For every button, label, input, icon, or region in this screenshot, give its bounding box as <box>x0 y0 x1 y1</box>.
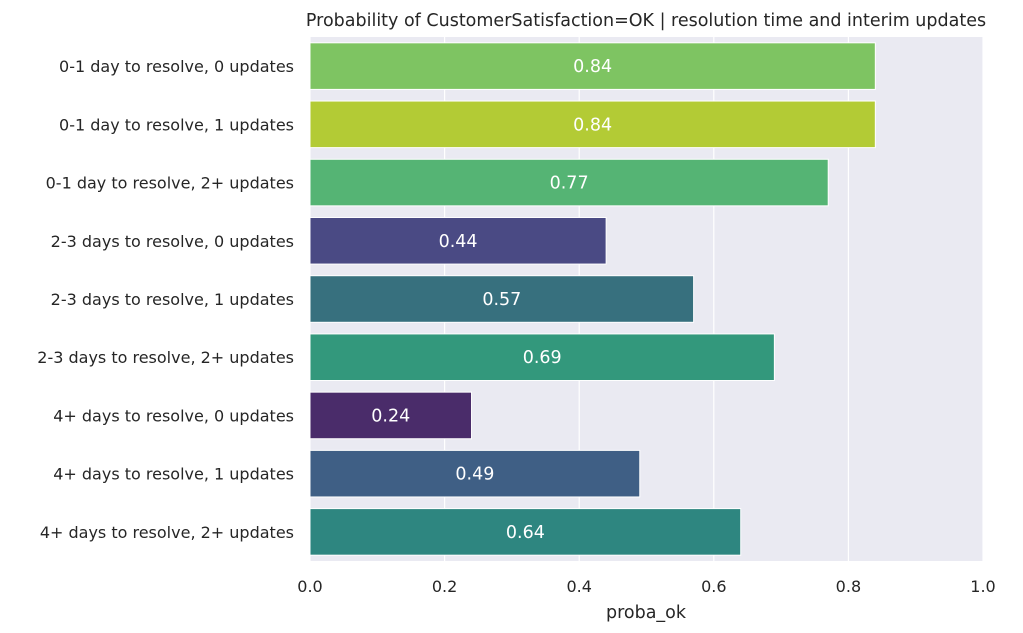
x-tick-label: 0.4 <box>566 577 591 596</box>
bar-value-label: 0.44 <box>439 232 478 252</box>
bar <box>309 508 742 556</box>
category-label: 4+ days to resolve, 1 updates <box>53 465 294 484</box>
bar <box>309 216 607 265</box>
bar-value-label: 0.49 <box>455 465 494 485</box>
category-label: 0-1 day to resolve, 0 updates <box>59 57 294 76</box>
bar-value-label: 0.84 <box>573 57 612 77</box>
bar <box>309 333 775 382</box>
x-tick-label: 0.2 <box>432 577 457 596</box>
bar <box>309 275 695 323</box>
x-tick-labels: 0.0 0.2 0.4 0.6 0.8 1.0 <box>297 577 995 596</box>
category-label: 0-1 day to resolve, 1 updates <box>59 115 294 134</box>
bar-value-label: 0.57 <box>482 290 521 310</box>
bars <box>309 42 876 556</box>
x-tick-label: 1.0 <box>970 577 995 596</box>
chart-title: Probability of CustomerSatisfaction=OK |… <box>306 11 986 31</box>
category-label: 4+ days to resolve, 2+ updates <box>40 523 294 542</box>
bar-value-label: 0.64 <box>506 523 545 543</box>
x-tick-label: 0.8 <box>836 577 861 596</box>
category-label: 4+ days to resolve, 0 updates <box>53 406 294 425</box>
bar <box>309 158 829 207</box>
category-label: 2-3 days to resolve, 1 updates <box>51 290 294 309</box>
bar <box>309 42 876 90</box>
category-label: 0-1 day to resolve, 2+ updates <box>46 174 294 193</box>
bar-value-label: 0.24 <box>371 406 410 426</box>
x-axis-label: proba_ok <box>606 603 687 623</box>
x-tick-label: 0.6 <box>701 577 726 596</box>
bar-value-label: 0.77 <box>550 174 589 194</box>
x-tick-label: 0.0 <box>297 577 322 596</box>
category-label: 2-3 days to resolve, 2+ updates <box>37 348 294 367</box>
bar-value-label: 0.84 <box>573 115 612 135</box>
category-label: 2-3 days to resolve, 0 updates <box>51 232 294 251</box>
category-labels: 0-1 day to resolve, 0 updates 0-1 day to … <box>37 57 294 542</box>
bar <box>309 391 473 440</box>
bar <box>309 100 876 149</box>
bar-value-label: 0.69 <box>523 348 562 368</box>
bar <box>309 449 641 498</box>
value-labels: 0.84 0.84 0.77 0.44 0.57 0.69 0.24 0.49 0.64 <box>371 57 612 543</box>
